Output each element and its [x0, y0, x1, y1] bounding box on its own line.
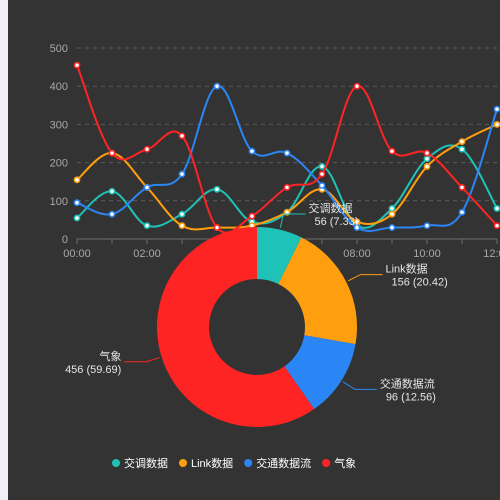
- y-tick-label: 500: [50, 43, 68, 55]
- pie-leader-line: [124, 357, 160, 363]
- data-point: [388, 224, 396, 231]
- legend-label: 气象: [334, 456, 356, 470]
- pie-label-name: 交调数据: [308, 201, 352, 215]
- legend-item: 交调数据: [112, 456, 168, 470]
- pie-label-value: 156 (20.42): [391, 277, 447, 289]
- data-point: [423, 163, 431, 170]
- pie-label-value: 456 (59.69): [65, 364, 121, 376]
- data-point: [73, 199, 81, 207]
- data-point: [318, 182, 326, 189]
- data-point: [493, 121, 500, 128]
- pie-label-value: 96 (12.56): [386, 391, 436, 403]
- legend-marker: [179, 459, 187, 467]
- data-point: [108, 149, 116, 157]
- data-point: [73, 61, 81, 69]
- data-point: [248, 147, 256, 155]
- pie-label-name: 气象: [99, 349, 121, 363]
- data-point: [213, 224, 221, 231]
- data-point: [213, 82, 221, 90]
- legend-label: Link数据: [191, 456, 233, 470]
- data-point: [178, 222, 186, 230]
- pie-slice: [156, 227, 315, 427]
- series-3: [73, 61, 500, 234]
- legend-item: 交通数据流: [244, 456, 311, 470]
- data-point: [248, 212, 256, 220]
- y-tick-label: 400: [50, 81, 68, 93]
- data-point: [143, 145, 151, 153]
- x-tick-label: 12:00: [483, 248, 500, 260]
- data-point: [458, 208, 466, 216]
- pie-slice: [284, 335, 356, 410]
- data-point: [178, 210, 186, 218]
- series-line: [76, 64, 498, 234]
- pie-leader-line: [279, 213, 306, 228]
- series-0: [73, 144, 500, 230]
- data-point: [178, 132, 186, 140]
- data-point: [178, 170, 186, 178]
- data-point: [73, 176, 81, 184]
- data-point: [493, 222, 500, 230]
- legend-marker: [112, 459, 120, 467]
- data-point: [493, 205, 500, 212]
- pie-slice: [257, 227, 302, 285]
- data-point: [388, 210, 396, 218]
- data-point: [318, 163, 326, 170]
- legend-item: 气象: [322, 456, 356, 470]
- data-point: [423, 222, 431, 230]
- pie-label-value: 56 (7.33): [314, 216, 358, 228]
- legend-label: 交调数据: [124, 456, 168, 470]
- line-chart: 010020030040050000:0002:0004:0006:0008:0…: [50, 43, 500, 260]
- data-point: [283, 184, 291, 191]
- data-point: [283, 149, 291, 157]
- legend-marker: [322, 459, 331, 467]
- data-point: [353, 82, 361, 90]
- data-point: [213, 185, 221, 193]
- data-point: [458, 145, 466, 153]
- x-tick-label: 08:00: [343, 248, 371, 260]
- pie-label-name: Link数据: [385, 262, 427, 276]
- data-point: [143, 184, 151, 191]
- x-tick-label: 02:00: [133, 248, 161, 260]
- data-point: [388, 205, 396, 212]
- data-point: [73, 214, 81, 222]
- pie-slice: [278, 237, 357, 345]
- data-point: [143, 222, 151, 230]
- legend: 交调数据 Link数据 交通数据流 气象: [112, 456, 356, 470]
- pie-leader-line: [342, 381, 377, 390]
- data-point: [108, 210, 116, 218]
- y-tick-label: 100: [50, 196, 68, 208]
- data-point: [493, 105, 500, 113]
- pie-label-name: 交通数据流: [380, 376, 435, 390]
- data-point: [353, 224, 361, 231]
- legend-marker: [244, 459, 253, 467]
- data-point: [388, 147, 396, 155]
- data-point: [283, 208, 291, 216]
- x-tick-label: 10:00: [413, 248, 441, 260]
- data-point: [108, 187, 116, 195]
- data-point: [318, 170, 326, 178]
- data-point: [458, 138, 466, 145]
- x-tick-label: 00:00: [63, 248, 91, 260]
- legend-label: 交通数据流: [256, 456, 311, 470]
- legend-item: Link数据: [179, 456, 233, 470]
- y-tick-label: 300: [50, 119, 68, 131]
- data-point: [423, 149, 431, 157]
- series-2: [73, 82, 500, 232]
- y-tick-label: 0: [62, 234, 68, 246]
- pie-leader-line: [347, 274, 383, 282]
- data-point: [423, 155, 431, 163]
- data-point: [458, 184, 466, 191]
- y-tick-label: 200: [50, 158, 68, 170]
